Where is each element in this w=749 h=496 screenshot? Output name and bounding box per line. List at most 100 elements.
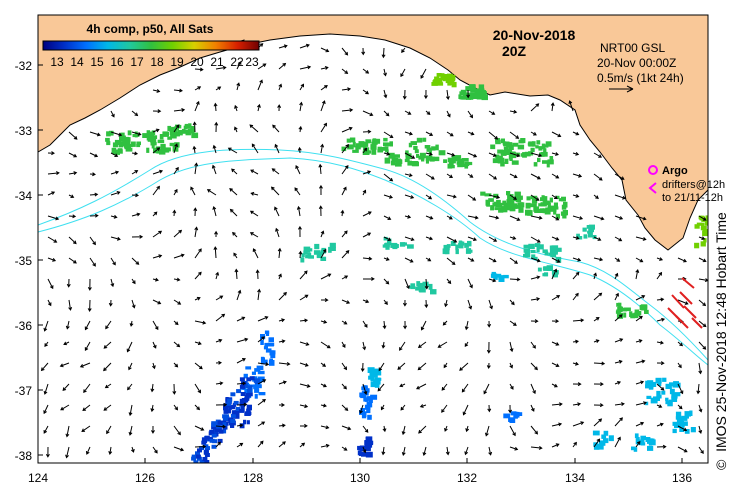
current-arrow <box>274 143 280 154</box>
current-arrow <box>152 230 163 238</box>
current-arrow <box>445 446 450 456</box>
current-arrow <box>677 383 684 395</box>
current-arrow <box>530 319 539 324</box>
current-arrow <box>593 438 601 448</box>
current-arrow <box>362 256 373 261</box>
current-arrow <box>488 194 501 199</box>
current-arrow <box>614 194 626 200</box>
current-arrow <box>173 341 181 348</box>
current-arrow <box>299 43 310 49</box>
current-arrow <box>320 84 328 91</box>
current-arrow <box>85 446 91 455</box>
current-arrow <box>194 100 200 112</box>
current-arrow <box>215 441 222 448</box>
current-arrow <box>614 236 623 242</box>
current-arrow <box>212 144 217 154</box>
current-arrow <box>635 295 646 301</box>
current-arrow <box>677 341 684 347</box>
current-arrow <box>68 171 78 176</box>
current-arrow <box>446 236 458 243</box>
current-arrow <box>215 313 226 322</box>
current-arrow <box>551 257 561 263</box>
colorbar-tick: 23 <box>245 55 259 69</box>
current-arrow <box>194 320 207 325</box>
current-arrow <box>635 236 647 241</box>
current-arrow <box>320 100 326 112</box>
current-arrow <box>236 82 241 91</box>
current-arrow <box>150 404 155 413</box>
current-arrow <box>249 124 259 133</box>
current-arrow <box>509 320 517 326</box>
current-arrow <box>462 404 469 416</box>
current-arrow <box>698 404 703 413</box>
current-arrow <box>404 194 415 199</box>
current-arrow <box>194 383 201 394</box>
current-arrow <box>341 341 346 348</box>
current-arrow <box>89 257 96 267</box>
current-arrow <box>45 446 50 458</box>
current-arrow <box>467 257 475 262</box>
current-arrow <box>65 446 70 459</box>
current-arrow <box>110 214 118 219</box>
current-arrow <box>404 152 416 159</box>
current-arrow <box>341 87 352 92</box>
current-arrow <box>297 146 302 154</box>
datetime-label: 20-Nov 00:00Z <box>597 56 676 70</box>
current-arrow <box>299 362 309 367</box>
current-arrow <box>131 193 139 198</box>
current-arrow <box>79 362 91 368</box>
current-arrow <box>173 404 179 411</box>
current-arrow <box>172 383 177 395</box>
current-arrow <box>656 271 663 280</box>
current-arrow <box>110 110 115 118</box>
current-arrow <box>635 315 643 322</box>
current-arrow <box>152 185 160 196</box>
current-arrow <box>47 191 56 196</box>
current-arrow <box>278 339 286 344</box>
current-arrow <box>614 292 619 301</box>
current-arrow <box>441 383 448 391</box>
current-arrow <box>89 131 101 137</box>
current-arrow <box>530 297 541 302</box>
current-arrow <box>380 404 385 411</box>
current-arrow <box>299 294 309 301</box>
current-arrow <box>488 257 497 263</box>
current-arrow <box>530 215 543 220</box>
x-tick-label: 134 <box>565 471 585 485</box>
current-arrow <box>295 165 301 175</box>
current-arrow <box>194 404 201 411</box>
current-arrow <box>250 169 259 175</box>
current-arrow <box>572 257 582 262</box>
current-arrow <box>215 381 224 386</box>
colorbar-tick: 17 <box>130 55 144 69</box>
current-arrow <box>320 319 328 324</box>
current-arrow <box>194 296 201 301</box>
current-arrow <box>635 380 645 385</box>
current-arrow <box>152 341 157 349</box>
current-arrow <box>383 194 393 199</box>
current-arrow <box>446 152 456 157</box>
current-arrow <box>635 269 640 280</box>
current-arrow <box>128 362 133 371</box>
credit-text: © IMOS 25-Nov-2018 12:48 Hobart Time <box>713 212 729 470</box>
current-arrow <box>252 248 259 259</box>
current-arrow <box>110 152 119 157</box>
current-arrow <box>294 187 301 196</box>
current-arrow <box>131 234 144 239</box>
current-arrow <box>698 362 703 375</box>
current-arrow <box>89 213 99 218</box>
current-arrow <box>656 317 666 322</box>
current-arrow <box>593 403 604 408</box>
current-vectors <box>40 39 708 459</box>
current-arrow <box>614 215 624 220</box>
current-arrow <box>509 425 516 437</box>
axis-ticks <box>37 64 683 463</box>
current-arrow <box>362 147 368 154</box>
current-arrow <box>362 68 370 74</box>
current-arrow <box>234 104 238 112</box>
x-tick-label: 128 <box>243 471 263 485</box>
current-arrow <box>278 273 282 280</box>
current-arrow <box>467 299 473 310</box>
current-arrow <box>341 126 353 133</box>
current-arrow <box>383 131 394 139</box>
